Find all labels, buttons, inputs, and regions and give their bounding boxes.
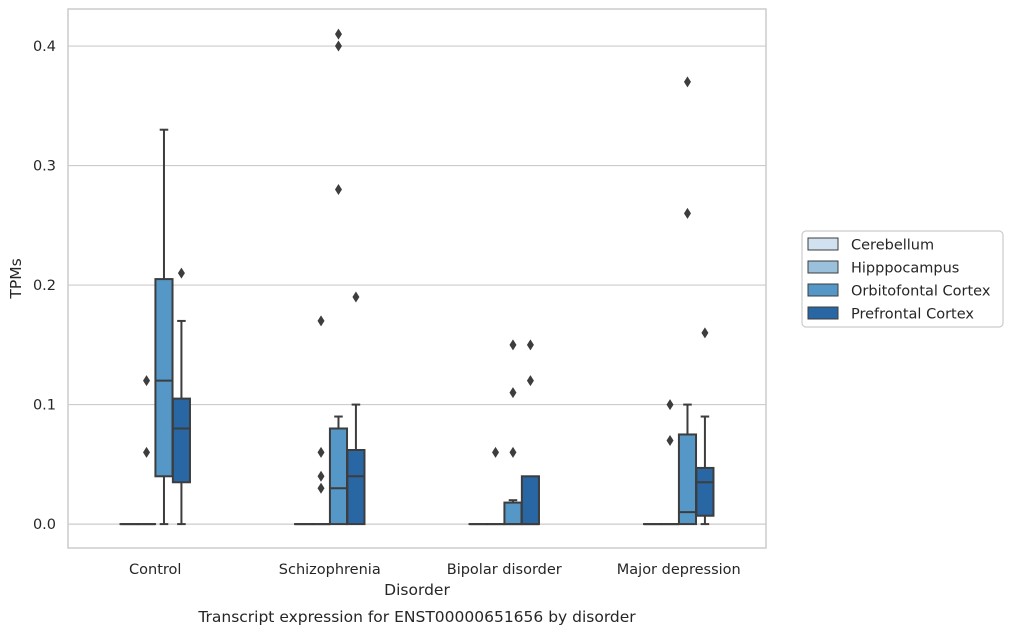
box-orbitofontal-cortex (677, 76, 698, 526)
outlier-point (334, 28, 342, 40)
outlier-point (666, 399, 674, 411)
outlier-point (492, 446, 500, 458)
legend-entry: Prefrontal Cortex (851, 307, 974, 323)
box-body (346, 449, 366, 526)
plot-area-boxes (119, 28, 715, 526)
outlier-point (683, 207, 691, 219)
box-body (171, 397, 191, 484)
box-prefrontal-cortex (695, 327, 715, 526)
outlier-point (317, 315, 325, 327)
x-axis-label: Disorder (384, 581, 450, 599)
plot-frame (67, 8, 767, 549)
legend-swatch (807, 306, 839, 320)
legend-frame (801, 230, 1004, 328)
outlier-point (334, 40, 342, 52)
x-tick-label: Bipolar disorder (447, 562, 562, 578)
legend-entry: Orbitofontal Cortex (851, 284, 991, 300)
legend-entry: Hipppocampus (851, 261, 959, 277)
box-body (520, 475, 540, 526)
box-body (154, 278, 174, 478)
x-tick-label: Schizophrenia (279, 562, 381, 578)
outlier-point (509, 387, 517, 399)
y-axis-label: TPMs (7, 258, 25, 299)
y-tick-label: 0.2 (33, 278, 56, 294)
y-tick-labels: 0.0 0.1 0.2 0.3 0.4 (33, 39, 56, 533)
x-tick-labels: Control Schizophrenia Bipolar disorder Majo… (129, 562, 741, 578)
box-hipppocampus (311, 315, 331, 526)
box-body (328, 427, 349, 526)
box-hipppocampus (660, 399, 680, 526)
outlier-point (317, 482, 325, 494)
box-prefrontal-cortex (520, 339, 540, 526)
box-prefrontal-cortex (346, 291, 366, 526)
box-hipppocampus (485, 446, 506, 526)
outlier-point (526, 375, 534, 387)
outlier-point (143, 446, 151, 458)
x-tick-label: Control (129, 562, 181, 578)
box-prefrontal-cortex (171, 267, 191, 526)
box-orbitofontal-cortex (503, 339, 523, 526)
outlier-point (683, 76, 691, 88)
y-tick-label: 0.0 (33, 517, 56, 533)
x-tick-label: Major depression (617, 562, 741, 578)
outlier-point (509, 446, 517, 458)
legend-entry: Cerebellum (851, 238, 934, 254)
outlier-point (177, 267, 185, 279)
box-orbitofontal-cortex (328, 28, 349, 526)
outlier-point (317, 446, 325, 458)
legend-swatch (807, 260, 839, 274)
outlier-point (143, 375, 151, 387)
outlier-point (352, 291, 360, 303)
box-body (677, 433, 698, 526)
legend: Cerebellum Hipppocampus Orbitofontal Corte… (801, 230, 1004, 328)
outlier-point (666, 434, 674, 446)
outlier-point (526, 339, 534, 351)
box-body (503, 501, 523, 526)
box-body (695, 466, 715, 517)
outlier-point (701, 327, 709, 339)
outlier-point (334, 183, 342, 195)
outlier-point (317, 470, 325, 482)
chart-caption: Transcript expression for ENST0000065165… (197, 608, 636, 626)
y-tick-label: 0.4 (33, 39, 56, 55)
y-tick-label: 0.3 (33, 159, 56, 175)
y-tick-label: 0.1 (33, 398, 56, 414)
box-hipppocampus (136, 375, 157, 526)
box-orbitofontal-cortex (154, 128, 174, 526)
outlier-point (509, 339, 517, 351)
legend-swatch (807, 237, 839, 251)
legend-swatch (807, 283, 839, 297)
